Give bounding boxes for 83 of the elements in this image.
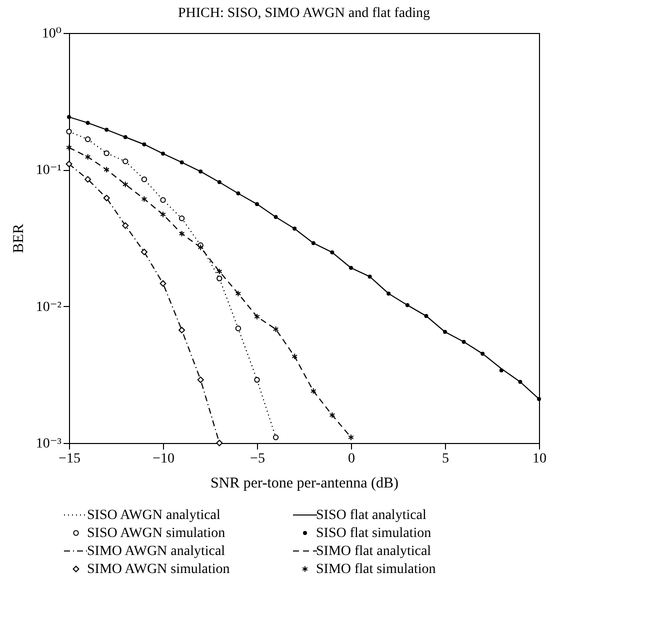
y-tick-label: 10⁻² — [36, 300, 62, 315]
point — [272, 326, 279, 332]
point — [255, 202, 259, 206]
point — [311, 241, 316, 246]
point — [141, 176, 148, 182]
point — [329, 412, 336, 418]
point — [348, 434, 354, 441]
point — [330, 250, 334, 254]
point — [462, 340, 466, 344]
legend-label: SISO AWGN simulation — [87, 526, 226, 541]
point — [161, 152, 165, 156]
point — [443, 330, 447, 334]
legend-label: SISO flat simulation — [316, 526, 432, 541]
point — [198, 169, 203, 174]
point — [198, 244, 204, 251]
point — [141, 196, 148, 202]
point — [235, 326, 242, 332]
y-axis-title: BER — [10, 224, 27, 254]
point — [122, 158, 128, 164]
y-tick-label: 10⁻¹ — [36, 163, 62, 178]
legend-label: SISO AWGN analytical — [87, 508, 221, 523]
x-tick-label: 5 — [442, 452, 449, 466]
point — [368, 274, 372, 279]
point — [104, 166, 110, 173]
point — [140, 248, 148, 256]
point — [123, 135, 128, 140]
point — [424, 314, 428, 318]
point — [122, 181, 128, 188]
legend-label: SIMO AWGN analytical — [87, 544, 226, 559]
point — [499, 368, 504, 372]
point — [349, 266, 353, 270]
x-tick-label: −15 — [58, 452, 80, 466]
point — [405, 303, 410, 308]
legend-label: SISO flat analytical — [316, 508, 427, 523]
point — [104, 128, 109, 132]
point — [197, 376, 204, 384]
x-axis-title: SNR per-tone per-antenna (dB) — [210, 476, 399, 492]
x-tick-label: −10 — [152, 452, 174, 466]
point — [86, 120, 90, 125]
point — [178, 326, 186, 334]
legend-label: SIMO flat analytical — [316, 544, 432, 559]
x-tick-label: 0 — [348, 452, 355, 466]
chart-title: PHICH: SISO, SIMO AWGN and flat fading — [178, 6, 430, 21]
point — [254, 313, 260, 320]
point — [480, 352, 485, 356]
point — [274, 215, 278, 220]
y-tick-label: 10⁻³ — [36, 436, 62, 452]
point — [254, 376, 260, 383]
point — [235, 290, 242, 297]
point — [217, 180, 222, 184]
point — [160, 197, 166, 203]
point — [160, 280, 166, 287]
point — [122, 222, 129, 229]
point — [67, 114, 71, 119]
point — [272, 434, 279, 440]
point — [216, 276, 222, 282]
point — [103, 194, 110, 202]
point — [216, 440, 223, 446]
point — [84, 136, 91, 142]
point — [66, 144, 72, 151]
point — [142, 142, 146, 146]
legend-label: SIMO AWGN simulation — [87, 562, 230, 577]
point — [236, 191, 240, 196]
point — [66, 128, 72, 134]
point — [537, 396, 541, 401]
point — [292, 226, 297, 231]
point — [84, 176, 92, 183]
y-tick-label: 10⁰ — [42, 26, 62, 42]
point — [386, 292, 391, 296]
point — [292, 353, 298, 360]
point — [178, 216, 185, 222]
point — [518, 380, 522, 384]
point — [178, 230, 185, 237]
legend-label: SIMO flat simulation — [316, 562, 436, 577]
point — [216, 268, 222, 275]
point — [310, 388, 316, 394]
x-tick-label: 10 — [532, 452, 546, 466]
point — [66, 160, 72, 168]
point — [180, 160, 184, 164]
point — [160, 211, 166, 218]
x-tick-label: −5 — [250, 452, 265, 466]
point — [84, 154, 91, 160]
point — [104, 150, 110, 156]
